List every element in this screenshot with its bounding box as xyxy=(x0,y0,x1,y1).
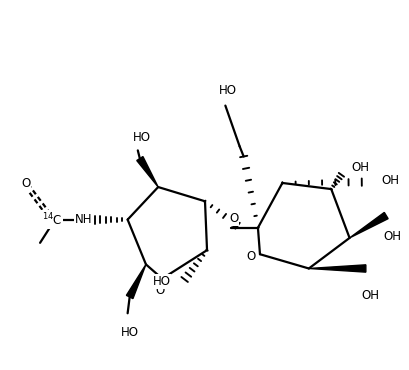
Text: $^{14}$C: $^{14}$C xyxy=(42,211,63,228)
Polygon shape xyxy=(308,265,365,272)
Text: HO: HO xyxy=(152,275,170,289)
Text: HO: HO xyxy=(218,84,236,97)
Polygon shape xyxy=(126,265,146,299)
Text: HO: HO xyxy=(120,326,138,339)
Polygon shape xyxy=(137,157,158,187)
Text: OH: OH xyxy=(360,289,378,302)
Text: O: O xyxy=(246,250,255,263)
Text: OH: OH xyxy=(351,161,369,174)
Text: O: O xyxy=(228,212,238,225)
Polygon shape xyxy=(349,212,387,238)
Text: O: O xyxy=(155,283,164,297)
Text: OH: OH xyxy=(382,230,400,243)
Text: O: O xyxy=(21,177,30,190)
Text: OH: OH xyxy=(380,174,398,188)
Text: HO: HO xyxy=(133,131,151,144)
Text: NH: NH xyxy=(75,213,92,226)
